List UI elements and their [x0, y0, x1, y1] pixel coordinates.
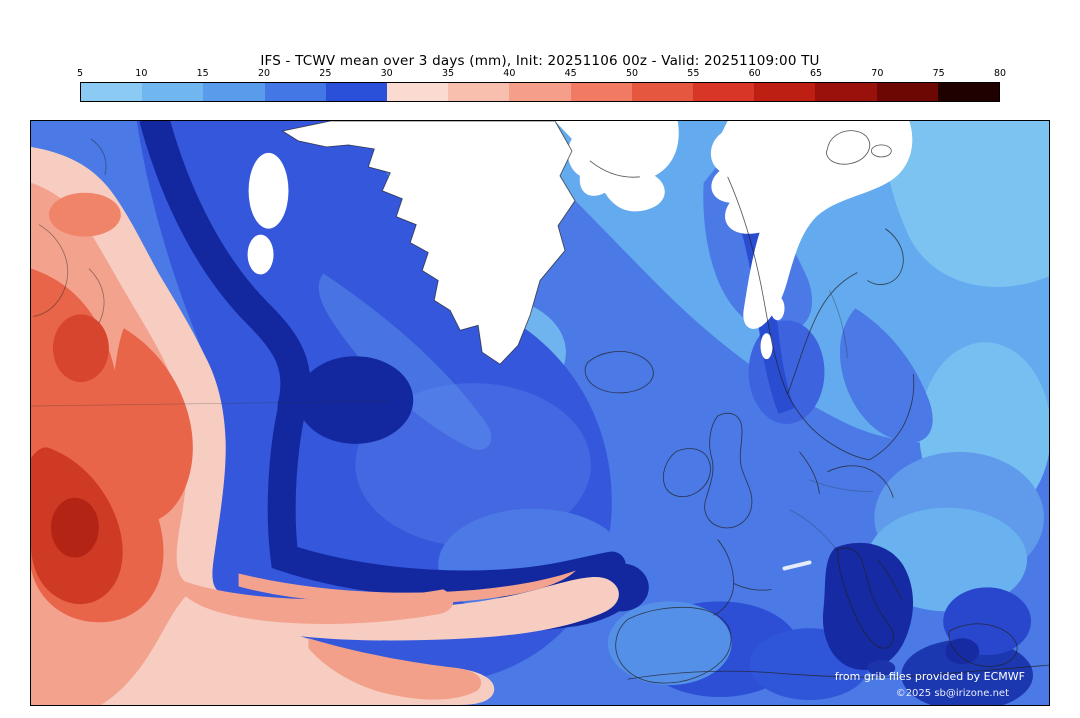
dry-white-areas	[247, 121, 913, 571]
colorbar-segment	[387, 83, 449, 101]
colorbar-segment	[570, 83, 632, 101]
colorbar-segment	[325, 83, 388, 101]
attribution-copyright: ©2025 sb@irizone.net	[895, 688, 1009, 699]
colorbar-segment	[448, 83, 510, 101]
weather-map: from grib files provided by ECMWF ©2025 …	[30, 120, 1050, 706]
colorbar-segment	[693, 83, 755, 101]
colorbar: 5 10 15 20 25 30 35 40 45 50 55 60 65 70 75 80	[76, 68, 1006, 102]
arctic-ice	[554, 121, 679, 212]
colorbar-segment	[142, 83, 204, 101]
colorbar-tick: 15	[196, 68, 209, 79]
attribution-ecmwf: from grib files provided by ECMWF	[834, 670, 1025, 683]
moisture-plume-red	[31, 146, 619, 705]
mediterranean-dark-patches	[822, 542, 1034, 705]
colorbar-tick: 45	[564, 68, 577, 79]
page-title: IFS - TCWV mean over 3 days (mm), Init: …	[260, 53, 820, 69]
colorbar-tick: 40	[503, 68, 516, 79]
colorbar-tick: 75	[932, 68, 945, 79]
colorbar-tick: 60	[748, 68, 761, 79]
colorbar-tick: 70	[871, 68, 884, 79]
colorbar-segment	[631, 83, 694, 101]
colorbar-segment	[509, 83, 571, 101]
colorbar-tick: 80	[993, 68, 1007, 79]
colorbar-segment	[815, 83, 877, 101]
colorbar-tick: 55	[687, 68, 700, 79]
colorbar-tick: 30	[380, 68, 393, 79]
colorbar-tick: 65	[809, 68, 823, 79]
colorbar-segment	[937, 83, 1000, 101]
colorbar-tick: 50	[625, 68, 639, 79]
colorbar-tick: 10	[135, 68, 148, 79]
colorbar-segment	[876, 83, 938, 101]
colorbar-segments	[80, 82, 1000, 102]
colorbar-tick: 25	[319, 68, 332, 79]
greenland-ice	[282, 121, 575, 365]
latitude-gridline	[31, 400, 389, 407]
colorbar-ticks: 5 10 15 20 25 30 35 40 45 50 55 60 65 70 75 80	[76, 68, 1006, 82]
colorbar-tick: 5	[76, 68, 84, 79]
tcwv-field-svg	[31, 121, 1049, 705]
colorbar-segment	[203, 83, 265, 101]
colorbar-segment	[81, 83, 143, 101]
colorbar-segment	[754, 83, 816, 101]
coastlines	[32, 121, 1049, 684]
colorbar-segment	[264, 83, 326, 101]
colorbar-tick: 20	[257, 68, 271, 79]
colorbar-tick: 35	[441, 68, 455, 79]
svalbard-dry-band	[710, 121, 913, 329]
